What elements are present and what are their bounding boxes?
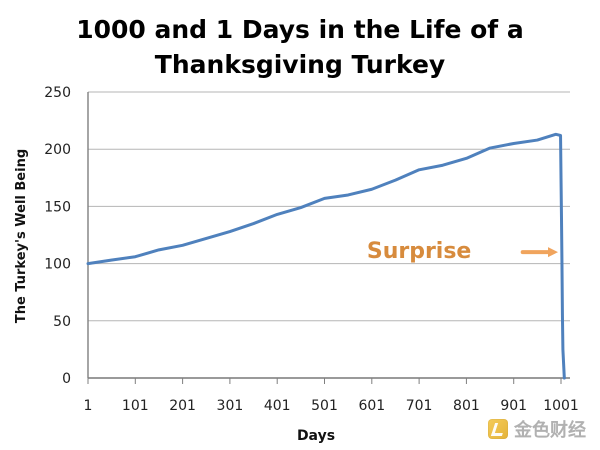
x-tick-label: 501 bbox=[311, 398, 338, 414]
turkey-series-line bbox=[86, 132, 566, 380]
y-tick-label: 50 bbox=[53, 314, 71, 330]
surprise-arrow-head bbox=[548, 247, 559, 258]
chart-title-line-2: Thanksgiving Turkey bbox=[154, 50, 446, 79]
grid-layer bbox=[88, 91, 570, 379]
x-axis-title: Days bbox=[297, 428, 335, 444]
x-tick-label: 801 bbox=[453, 398, 480, 414]
x-tick-label: 301 bbox=[217, 398, 244, 414]
x-tick-label: 1001 bbox=[543, 398, 579, 414]
x-tick-label: 1 bbox=[84, 398, 93, 414]
x-tick-label: 901 bbox=[500, 398, 527, 414]
x-tick-label: 201 bbox=[169, 398, 196, 414]
axis-layer bbox=[87, 92, 570, 384]
y-tick-label: 0 bbox=[62, 371, 71, 387]
x-tick-label: 101 bbox=[122, 398, 149, 414]
x-tick-label: 401 bbox=[264, 398, 291, 414]
y-tick-label: 200 bbox=[44, 142, 71, 158]
watermark: 金色财经 bbox=[488, 416, 586, 442]
y-axis-title: The Turkey's Well Being bbox=[14, 149, 29, 323]
x-tick-label: 601 bbox=[358, 398, 385, 414]
watermark-logo-icon bbox=[488, 419, 508, 439]
y-tick-label: 100 bbox=[44, 257, 71, 273]
watermark-text: 金色财经 bbox=[514, 420, 586, 441]
surprise-annotation-label: Surprise bbox=[367, 239, 472, 264]
x-tick-label: 701 bbox=[406, 398, 433, 414]
chart-title-line-1: 1000 and 1 Days in the Life of a bbox=[76, 15, 524, 44]
label-layer: 0 50 100 150 200 250 1 101 201 301 401 501 601 701 801… bbox=[14, 85, 579, 444]
annotation-layer: Surprise bbox=[367, 239, 559, 264]
series-layer bbox=[86, 132, 566, 380]
y-tick-label: 250 bbox=[44, 85, 71, 101]
y-tick-label: 150 bbox=[44, 199, 71, 215]
